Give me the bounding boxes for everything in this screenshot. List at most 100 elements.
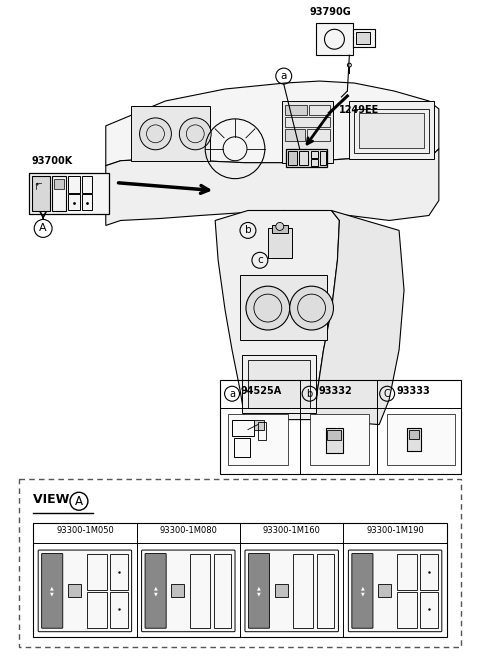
- Text: ▲: ▲: [50, 585, 54, 590]
- Bar: [310, 414, 369, 465]
- Bar: [242, 355, 315, 413]
- Bar: [354, 109, 429, 153]
- Bar: [349, 101, 434, 159]
- Circle shape: [290, 286, 334, 330]
- Circle shape: [180, 118, 211, 150]
- Bar: [214, 554, 231, 628]
- Circle shape: [140, 118, 171, 150]
- Bar: [110, 554, 128, 590]
- Bar: [293, 554, 313, 628]
- Bar: [234, 438, 250, 457]
- Bar: [52, 176, 66, 211]
- Text: 93300-1M160: 93300-1M160: [263, 526, 321, 535]
- Circle shape: [276, 222, 284, 230]
- Bar: [87, 554, 107, 590]
- Bar: [285, 129, 305, 141]
- Bar: [309, 105, 330, 115]
- Text: 1249EE: 1249EE: [339, 105, 380, 115]
- Bar: [33, 523, 447, 637]
- Polygon shape: [106, 81, 439, 166]
- Text: 93300-1M080: 93300-1M080: [159, 526, 217, 535]
- Text: c: c: [257, 255, 263, 265]
- Bar: [131, 106, 210, 161]
- Bar: [282, 101, 334, 163]
- Bar: [288, 151, 297, 165]
- Polygon shape: [314, 211, 404, 424]
- Bar: [420, 592, 438, 628]
- Text: 93332: 93332: [319, 386, 352, 396]
- Bar: [258, 422, 266, 440]
- Bar: [110, 592, 128, 628]
- Bar: [356, 32, 370, 44]
- FancyBboxPatch shape: [142, 550, 235, 632]
- Text: ▼: ▼: [50, 591, 54, 596]
- Bar: [397, 592, 418, 628]
- Bar: [68, 176, 80, 193]
- Text: 94525A: 94525A: [241, 386, 282, 396]
- Bar: [29, 173, 109, 215]
- Bar: [407, 428, 421, 451]
- Text: +: +: [35, 182, 39, 187]
- Bar: [307, 129, 330, 141]
- Bar: [68, 584, 81, 598]
- FancyBboxPatch shape: [38, 550, 132, 632]
- Text: ▼: ▼: [360, 591, 364, 596]
- Bar: [285, 105, 307, 115]
- Bar: [171, 584, 184, 598]
- Bar: [272, 226, 288, 234]
- Bar: [254, 420, 264, 430]
- Bar: [54, 178, 64, 188]
- Bar: [228, 414, 288, 465]
- Bar: [320, 151, 326, 165]
- Bar: [311, 151, 318, 157]
- Text: 93300-1M050: 93300-1M050: [56, 526, 114, 535]
- Bar: [32, 176, 50, 211]
- Text: 93790G: 93790G: [310, 7, 351, 17]
- Text: C: C: [384, 389, 391, 399]
- Bar: [420, 554, 438, 590]
- Circle shape: [246, 286, 290, 330]
- Text: a: a: [280, 71, 287, 81]
- Bar: [190, 554, 210, 628]
- Bar: [397, 554, 418, 590]
- Text: ▲: ▲: [154, 585, 157, 590]
- Bar: [327, 430, 341, 440]
- Bar: [87, 592, 107, 628]
- Text: b: b: [245, 226, 251, 236]
- Bar: [275, 584, 288, 598]
- Bar: [82, 176, 92, 193]
- Text: a: a: [229, 389, 235, 399]
- Bar: [268, 228, 292, 258]
- Text: ▼: ▼: [154, 591, 157, 596]
- Bar: [82, 194, 92, 211]
- Polygon shape: [106, 149, 439, 226]
- Bar: [353, 30, 375, 47]
- FancyBboxPatch shape: [348, 550, 442, 632]
- Text: VIEW: VIEW: [33, 493, 74, 506]
- Bar: [220, 380, 461, 474]
- Bar: [299, 151, 308, 165]
- Bar: [240, 276, 327, 340]
- Bar: [232, 420, 254, 436]
- Text: ▲: ▲: [360, 585, 364, 590]
- Text: 93333: 93333: [396, 386, 430, 396]
- Bar: [409, 430, 419, 438]
- Bar: [315, 24, 353, 55]
- Bar: [317, 554, 335, 628]
- Bar: [378, 584, 391, 598]
- Text: b: b: [306, 389, 312, 399]
- FancyBboxPatch shape: [245, 550, 338, 632]
- FancyBboxPatch shape: [42, 554, 63, 628]
- FancyBboxPatch shape: [352, 554, 373, 628]
- Text: A: A: [39, 224, 47, 234]
- Text: ▼: ▼: [257, 591, 261, 596]
- Bar: [387, 414, 455, 465]
- FancyBboxPatch shape: [249, 554, 270, 628]
- Bar: [248, 360, 310, 407]
- Bar: [325, 428, 343, 453]
- Bar: [19, 480, 461, 647]
- Bar: [68, 194, 80, 211]
- Text: 93700K: 93700K: [31, 155, 72, 166]
- Polygon shape: [215, 211, 339, 420]
- Bar: [360, 113, 424, 148]
